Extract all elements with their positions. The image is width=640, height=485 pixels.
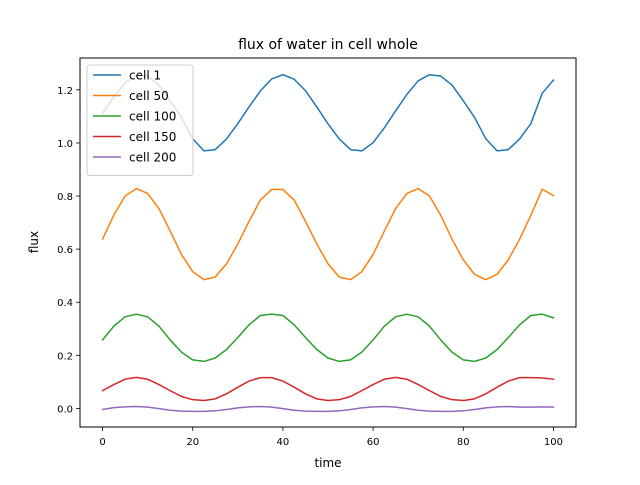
- y-tick-label: 1.2: [57, 86, 73, 97]
- axes-ticks: 0 20 40 60 80 100 0.0 0.2 0.4 0.6 0.8 1.0 1.2: [57, 86, 563, 448]
- legend-label-5: cell 200: [129, 151, 176, 165]
- x-tick-label: 100: [544, 437, 563, 448]
- legend-label-3: cell 100: [129, 110, 176, 124]
- plot-frame: [79, 57, 577, 428]
- series-line-4: [101, 376, 555, 402]
- x-axis-label: time: [314, 456, 341, 470]
- x-tick-label: 80: [457, 437, 470, 448]
- legend-label-4: cell 150: [129, 130, 176, 144]
- legend-label-2: cell 50: [129, 89, 169, 103]
- x-tick-label: 60: [367, 437, 380, 448]
- x-tick-label: 0: [99, 437, 105, 448]
- y-tick-label: 0.2: [57, 351, 73, 362]
- y-tick-label: 0.6: [57, 245, 73, 256]
- legend: cell 1 cell 50 cell 100 cell 150 cell 200: [86, 64, 194, 176]
- series-line-3: [101, 313, 555, 363]
- x-tick-label: 40: [277, 437, 290, 448]
- y-tick-label: 0.0: [57, 404, 73, 415]
- x-tick-label: 20: [186, 437, 199, 448]
- y-axis-label: flux: [27, 231, 41, 253]
- y-tick-label: 1.0: [57, 139, 73, 150]
- chart-title: flux of water in cell whole: [238, 37, 418, 53]
- y-tick-label: 0.4: [57, 298, 73, 309]
- y-tick-label: 0.8: [57, 192, 73, 203]
- legend-label-1: cell 1: [129, 69, 161, 83]
- series-line-5: [101, 405, 555, 413]
- series-line-2: [101, 187, 555, 281]
- legend-box: [86, 64, 194, 176]
